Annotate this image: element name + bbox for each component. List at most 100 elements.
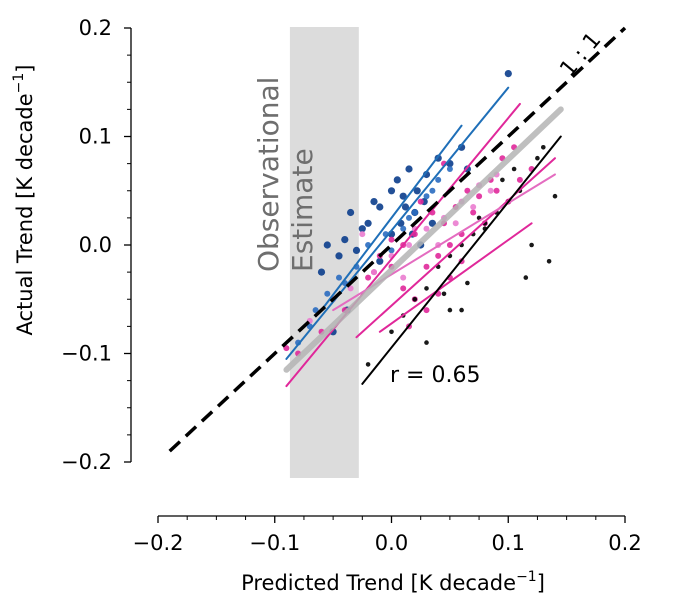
data-point [441, 291, 447, 297]
data-point [312, 307, 319, 314]
data-point [511, 166, 517, 172]
x-axis-title-close: ] [537, 571, 545, 595]
data-point [405, 165, 413, 173]
data-point [365, 274, 372, 281]
data-point [459, 307, 464, 313]
y-tick-label: 0.0 [79, 233, 112, 257]
data-point [400, 225, 407, 232]
data-point [364, 219, 372, 227]
data-point [504, 70, 512, 78]
x-tick-label: 0.0 [375, 531, 408, 555]
data-point [435, 252, 442, 259]
data-point [401, 203, 410, 211]
data-point [428, 219, 436, 227]
x-axis-title-exponent: −1 [516, 569, 537, 585]
data-point [387, 187, 396, 195]
data-point [388, 236, 395, 243]
data-point [283, 345, 290, 352]
data-point [388, 247, 395, 254]
axes: −0.2 −0.1 0.0 0.1 0.2 −0.2 −0.1 0.0 0.1 0.2 [61, 16, 642, 555]
observational-estimate-label: Observational Estimate [252, 77, 319, 272]
data-point [424, 286, 429, 291]
data-point [435, 176, 442, 183]
data-point [393, 176, 401, 184]
data-point [412, 297, 418, 302]
x-tick-label: 0.2 [608, 531, 641, 555]
data-point [423, 263, 430, 270]
data-point [347, 285, 354, 292]
band-label-line1: Observational [252, 77, 285, 272]
regression-line [283, 106, 564, 373]
data-point [323, 241, 331, 249]
data-point [358, 225, 366, 233]
correlation-annotation: r = 0.65 [390, 363, 480, 388]
data-point [424, 340, 429, 345]
data-point [417, 198, 424, 205]
data-point [376, 203, 384, 211]
data-point [406, 214, 412, 221]
x-tick-label: 0.1 [492, 531, 525, 555]
data-point [423, 307, 430, 314]
regression-line [285, 102, 521, 388]
y-tick-label: −0.1 [61, 342, 112, 366]
data-point [336, 274, 342, 281]
data-point [523, 275, 529, 280]
data-point [371, 269, 377, 276]
regression-line [320, 124, 463, 312]
data-point [516, 176, 523, 183]
y-axis-title: Actual Trend [K decade−1] [11, 64, 37, 335]
data-point [464, 187, 471, 194]
data-point [365, 362, 371, 367]
x-tick-label: −0.2 [133, 531, 184, 555]
regression-line [355, 157, 556, 339]
data-point [470, 209, 477, 216]
x-tick-label: −0.1 [249, 531, 300, 555]
y-axis-title-text: Actual Trend [K decade [13, 93, 37, 335]
data-point [535, 155, 540, 161]
data-point [470, 204, 477, 210]
data-point [429, 187, 436, 194]
data-point [546, 259, 552, 264]
observational-estimate-band [289, 27, 359, 478]
data-point [423, 225, 430, 232]
data-point [400, 285, 407, 292]
data-point [446, 242, 453, 248]
data-point [370, 198, 378, 206]
data-point [411, 209, 418, 216]
one-to-one-line [168, 26, 627, 453]
data-point [446, 166, 453, 172]
data-point [317, 268, 326, 276]
y-tick-label: −0.2 [61, 450, 112, 474]
one-to-one-label: 1 : 1 [555, 28, 606, 82]
regression-line [361, 135, 562, 385]
data-point [413, 187, 421, 195]
y-tick-label: 0.1 [79, 125, 112, 149]
data-point [376, 257, 384, 265]
y-tick-label: 0.2 [79, 16, 112, 40]
regression-line [285, 86, 510, 360]
data-point [399, 192, 407, 200]
data-point [493, 187, 500, 194]
data-point [500, 177, 505, 183]
data-point [447, 307, 453, 313]
regression-line [378, 222, 533, 333]
band-label-line2: Estimate [286, 148, 319, 272]
data-point [324, 290, 331, 297]
data-point [423, 193, 430, 200]
x-axis-title: Predicted Trend [K decade−1] [241, 569, 545, 595]
data-point [487, 187, 494, 194]
data-point [465, 280, 470, 286]
data-point [341, 236, 349, 244]
data-point [359, 231, 366, 238]
data-point [529, 242, 534, 248]
data-point [389, 329, 394, 335]
regression-lines [283, 86, 564, 388]
data-points [283, 70, 558, 367]
y-axis-title-close: ] [13, 64, 37, 72]
data-point [335, 252, 343, 260]
data-point [552, 193, 558, 199]
data-point [406, 242, 412, 248]
data-point [352, 246, 361, 254]
y-axis-title-exponent: −1 [11, 73, 27, 94]
